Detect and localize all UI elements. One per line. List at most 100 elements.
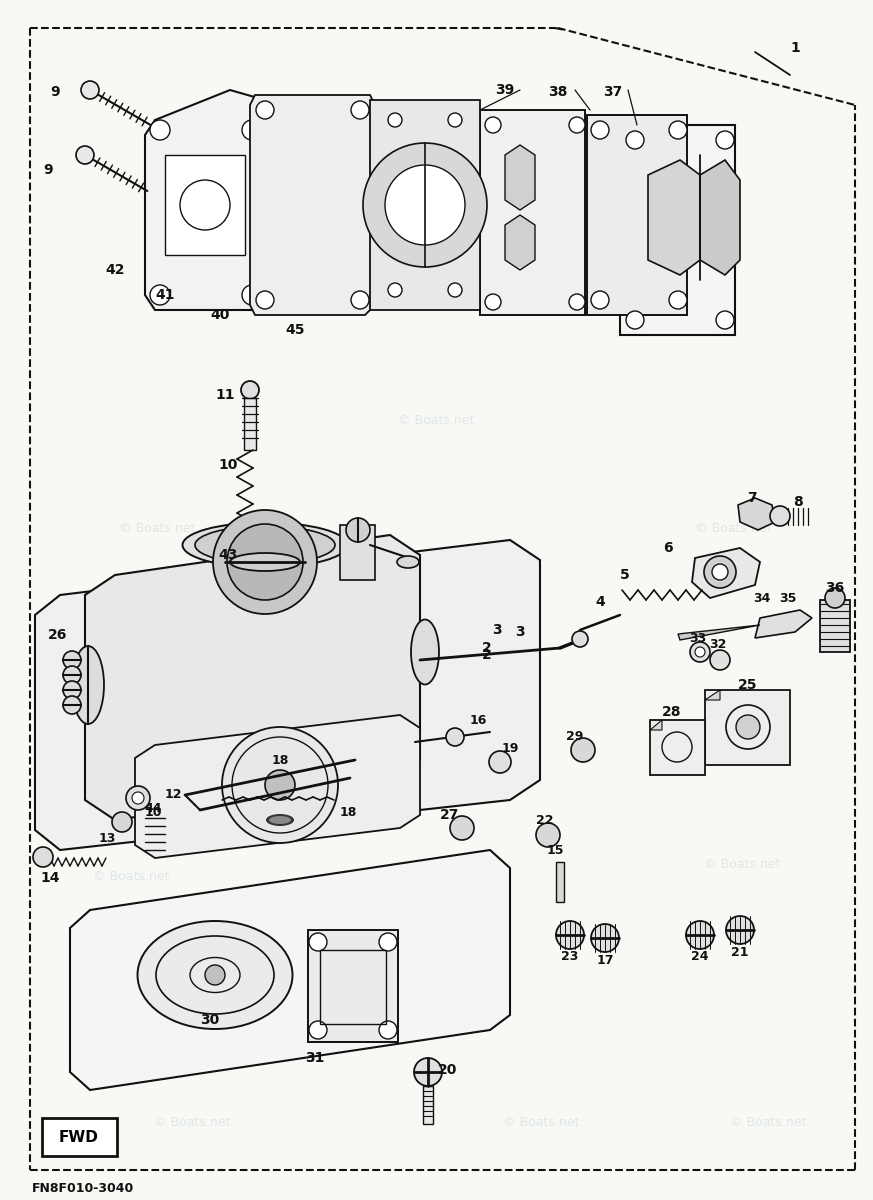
Ellipse shape <box>269 816 291 824</box>
Circle shape <box>536 823 560 847</box>
Text: 2: 2 <box>482 648 491 662</box>
Circle shape <box>388 113 402 127</box>
Circle shape <box>569 294 585 310</box>
Text: © Boats.net: © Boats.net <box>93 870 169 882</box>
Text: © Boats.net: © Boats.net <box>695 522 772 534</box>
Text: 25: 25 <box>739 678 758 692</box>
Ellipse shape <box>230 553 300 571</box>
Circle shape <box>150 284 170 305</box>
Circle shape <box>126 786 150 810</box>
Bar <box>370 100 480 310</box>
Text: 39: 39 <box>495 83 514 97</box>
Ellipse shape <box>397 556 419 568</box>
Ellipse shape <box>266 814 294 826</box>
Polygon shape <box>650 720 662 730</box>
Text: 5: 5 <box>620 568 630 582</box>
Text: 10: 10 <box>144 806 162 820</box>
Circle shape <box>63 696 81 714</box>
Polygon shape <box>648 160 700 275</box>
Circle shape <box>351 290 369 308</box>
Text: 13: 13 <box>99 832 116 845</box>
Text: 15: 15 <box>546 844 564 857</box>
Circle shape <box>363 143 487 266</box>
Polygon shape <box>505 215 535 270</box>
Text: 44: 44 <box>144 802 162 815</box>
Circle shape <box>825 588 845 608</box>
Polygon shape <box>145 90 270 310</box>
Bar <box>165 155 245 254</box>
Text: 10: 10 <box>218 458 237 472</box>
Text: 8: 8 <box>794 494 803 509</box>
Circle shape <box>309 1021 327 1039</box>
Text: 11: 11 <box>216 388 235 402</box>
Bar <box>650 720 705 775</box>
Circle shape <box>242 284 262 305</box>
Circle shape <box>33 847 53 866</box>
Circle shape <box>489 751 511 773</box>
Bar <box>820 600 850 652</box>
Text: © Boats.net: © Boats.net <box>154 1116 230 1128</box>
Circle shape <box>571 738 595 762</box>
Text: © Boats.net: © Boats.net <box>394 623 478 637</box>
Text: 23: 23 <box>561 950 579 964</box>
Text: 35: 35 <box>780 592 797 605</box>
Bar <box>556 862 564 902</box>
Circle shape <box>716 311 734 329</box>
Text: FWD: FWD <box>59 1129 99 1145</box>
Text: 3: 3 <box>492 623 502 637</box>
Circle shape <box>569 116 585 133</box>
Polygon shape <box>70 850 510 1090</box>
Circle shape <box>379 934 397 950</box>
Circle shape <box>388 283 402 296</box>
Polygon shape <box>250 95 375 314</box>
Circle shape <box>414 1058 442 1086</box>
Text: © Boats.net: © Boats.net <box>398 738 475 750</box>
Circle shape <box>669 121 687 139</box>
Polygon shape <box>755 610 812 638</box>
Circle shape <box>591 121 609 139</box>
Bar <box>705 690 790 766</box>
Circle shape <box>241 382 259 398</box>
Circle shape <box>213 510 317 614</box>
Circle shape <box>686 922 714 949</box>
Polygon shape <box>85 535 420 820</box>
Text: 29: 29 <box>567 730 584 743</box>
Bar <box>42 1118 117 1156</box>
Circle shape <box>309 934 327 950</box>
Polygon shape <box>705 690 720 700</box>
Text: 38: 38 <box>548 85 567 98</box>
Text: © Boats.net: © Boats.net <box>119 522 196 534</box>
Text: 28: 28 <box>663 704 682 719</box>
Text: 20: 20 <box>438 1063 457 1078</box>
Text: 26: 26 <box>48 628 68 642</box>
Circle shape <box>351 101 369 119</box>
Text: 16: 16 <box>470 714 486 726</box>
Circle shape <box>770 506 790 526</box>
Text: 21: 21 <box>732 946 749 959</box>
Circle shape <box>726 916 754 944</box>
Circle shape <box>448 113 462 127</box>
Circle shape <box>166 174 184 192</box>
Circle shape <box>132 792 144 804</box>
Circle shape <box>710 650 730 670</box>
Circle shape <box>736 715 760 739</box>
Bar <box>423 1086 433 1124</box>
Text: 9: 9 <box>50 85 60 98</box>
Text: 31: 31 <box>306 1051 325 1066</box>
Circle shape <box>63 680 81 698</box>
Text: 6: 6 <box>663 541 673 554</box>
Text: 12: 12 <box>164 788 182 802</box>
Circle shape <box>76 146 94 164</box>
Circle shape <box>591 924 619 952</box>
Circle shape <box>256 101 274 119</box>
Circle shape <box>81 80 99 98</box>
Circle shape <box>690 642 710 662</box>
Text: 1: 1 <box>790 41 800 55</box>
Ellipse shape <box>72 646 104 724</box>
Bar <box>587 115 687 314</box>
Polygon shape <box>738 498 775 530</box>
Circle shape <box>626 131 644 149</box>
Circle shape <box>591 290 609 308</box>
Text: © Boats.net: © Boats.net <box>503 1116 580 1128</box>
Circle shape <box>485 294 501 310</box>
